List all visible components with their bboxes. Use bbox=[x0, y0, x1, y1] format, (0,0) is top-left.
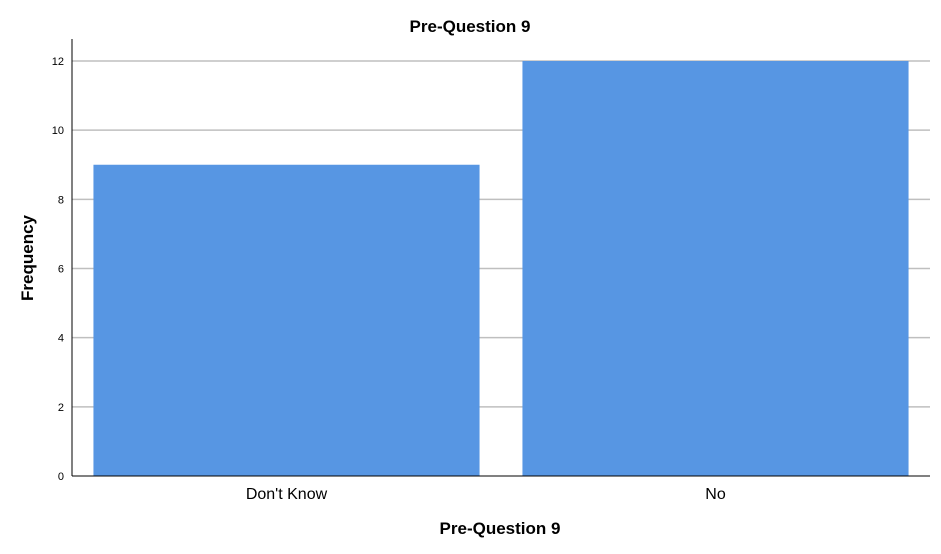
bar bbox=[93, 164, 480, 476]
bar bbox=[522, 61, 909, 476]
y-tick-labels: 0 2 4 6 8 10 12 bbox=[52, 56, 64, 483]
y-axis-title: Frequency bbox=[18, 214, 37, 301]
x-tick-label: No bbox=[705, 486, 726, 503]
axes bbox=[71, 39, 930, 477]
x-tick-labels: Don't Know No bbox=[246, 486, 726, 503]
y-tick-label: 12 bbox=[52, 56, 64, 68]
y-tick-label: 10 bbox=[52, 125, 64, 137]
chart-title: Pre-Question 9 bbox=[410, 17, 531, 36]
y-tick-label: 4 bbox=[58, 333, 64, 345]
bars bbox=[93, 61, 909, 476]
y-tick-label: 2 bbox=[58, 402, 64, 414]
y-tick-label: 8 bbox=[58, 194, 64, 206]
y-tick-label: 6 bbox=[58, 264, 64, 276]
x-axis-title: Pre-Question 9 bbox=[440, 519, 561, 538]
y-tick-label: 0 bbox=[58, 471, 64, 483]
x-tick-label: Don't Know bbox=[246, 486, 328, 503]
